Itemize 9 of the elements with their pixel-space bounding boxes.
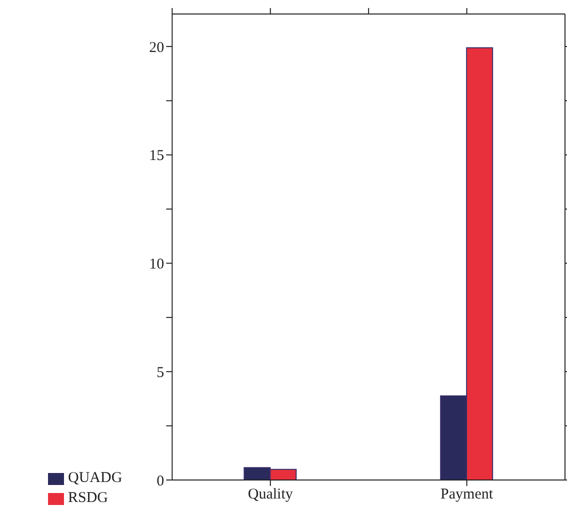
y-tick-label: 5 xyxy=(156,364,164,381)
y-tick-label: 20 xyxy=(149,40,164,56)
legend-label: RSDG xyxy=(68,490,108,506)
x-tick-label: Payment xyxy=(440,486,494,503)
x-tick-label: Quality xyxy=(248,486,294,503)
y-tick-label: 10 xyxy=(149,256,164,273)
y-tick-label: 15 xyxy=(149,148,164,164)
y-tick-label: 0 xyxy=(156,473,164,490)
legend-label: QUADG xyxy=(68,470,122,486)
